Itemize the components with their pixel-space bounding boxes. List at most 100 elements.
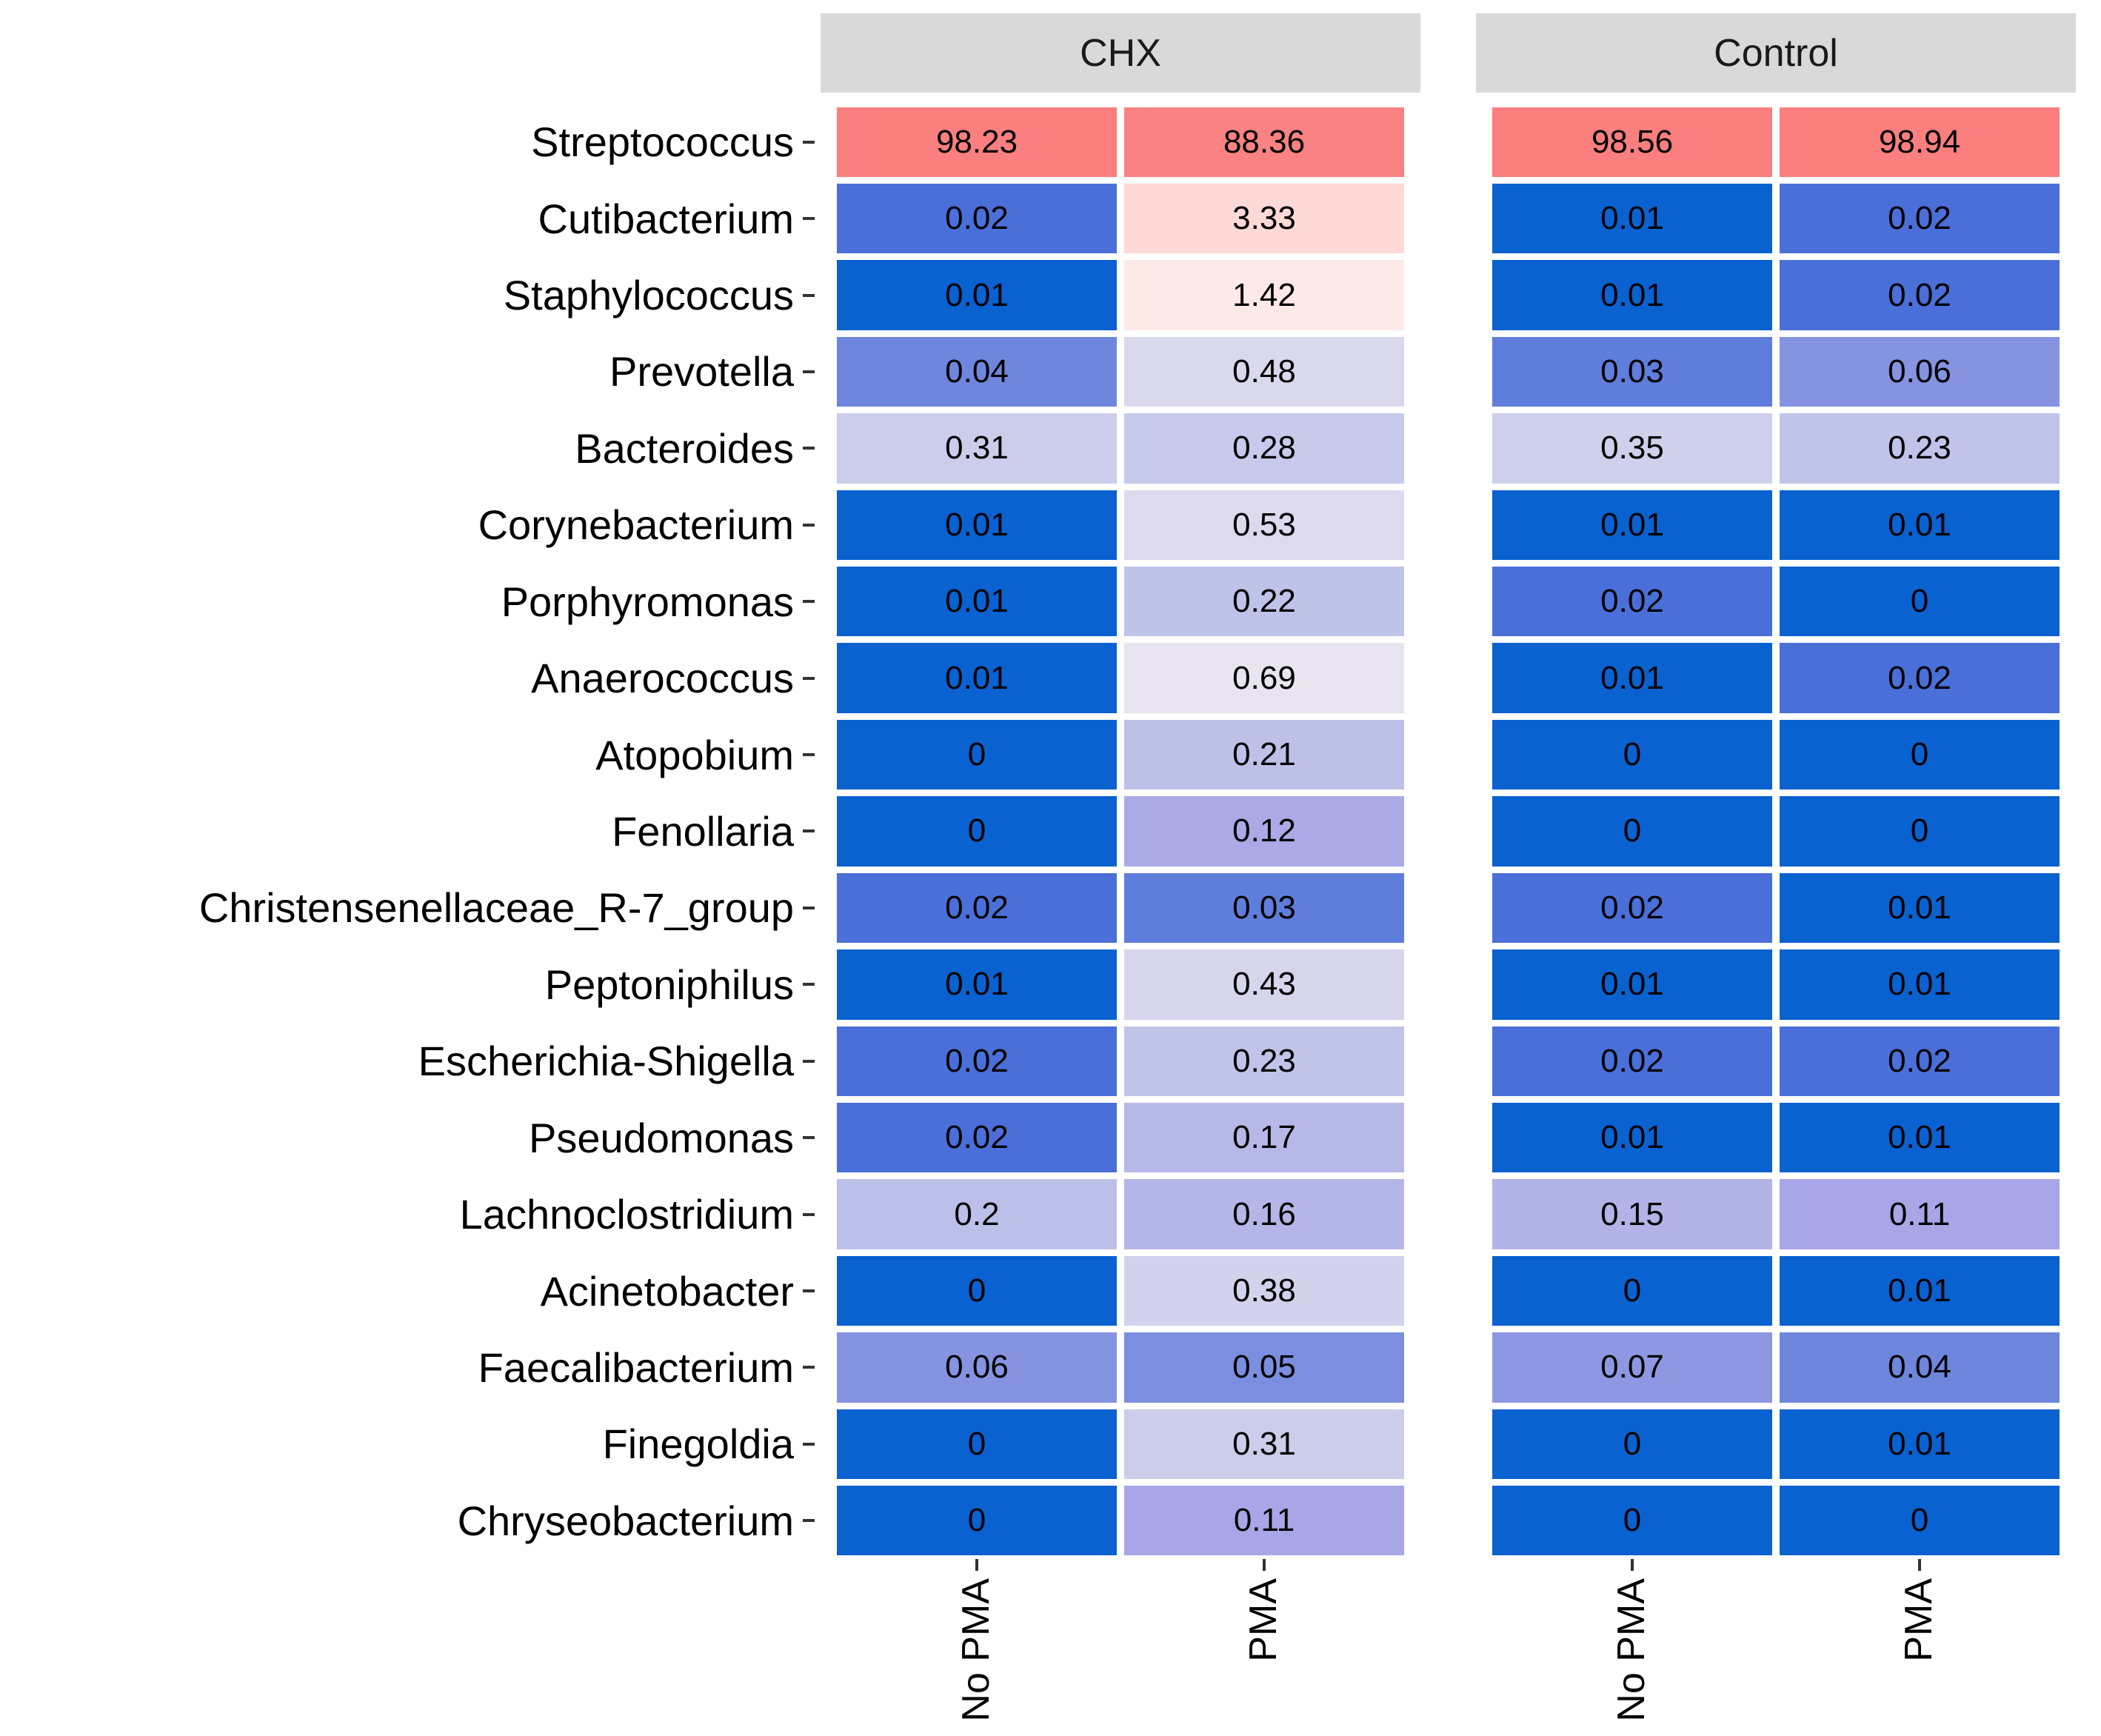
heatmap-cell: 0.02 (1780, 183, 2060, 254)
heatmap-cell: 0.01 (837, 949, 1117, 1020)
y-axis-tick (803, 370, 815, 373)
heatmap-cell: 88.36 (1124, 107, 1404, 177)
row-label: Lachnoclostridium (459, 1191, 794, 1238)
heatmap-cell: 0 (1780, 719, 2060, 790)
heatmap-cell: 0.06 (1780, 336, 2060, 407)
y-axis-tick (803, 906, 815, 909)
heatmap-cell: 0.53 (1124, 490, 1404, 560)
row-label: Atopobium (595, 731, 794, 778)
y-axis-tick (803, 447, 815, 450)
row-label: Streptococcus (531, 118, 794, 166)
heatmap-cell: 0 (837, 1486, 1117, 1556)
heatmap-cell: 0.16 (1124, 1179, 1404, 1249)
row-label: Porphyromonas (501, 578, 794, 625)
heatmap-cell: 0.17 (1124, 1102, 1404, 1173)
heatmap-cell: 0.15 (1492, 1179, 1772, 1249)
heatmap-cell: 0.02 (837, 1026, 1117, 1096)
x-axis-tick (1631, 1558, 1634, 1571)
heatmap-cell: 0.43 (1124, 949, 1404, 1020)
y-axis-tick (803, 523, 815, 527)
heatmap-cell: 0.22 (1124, 567, 1404, 637)
x-axis-tick (1918, 1558, 1921, 1571)
heatmap-cell: 0 (1780, 796, 2060, 867)
heatmap-cell: 0.01 (837, 567, 1117, 637)
heatmap-cell: 0.01 (1780, 1409, 2060, 1480)
heatmap-cell: 0.01 (1492, 260, 1772, 330)
y-axis-tick (803, 217, 815, 221)
heatmap-cell: 0.31 (1124, 1409, 1404, 1480)
heatmap-cell: 0.01 (837, 260, 1117, 330)
y-axis-tick (803, 676, 815, 680)
heatmap-cell: 0.01 (837, 490, 1117, 560)
heatmap-cell: 0.02 (837, 872, 1117, 944)
heatmap-cell: 0.02 (1492, 567, 1772, 637)
heatmap-cell: 1.42 (1124, 260, 1404, 330)
heatmap-cell: 0.04 (1780, 1332, 2060, 1403)
row-label: Prevotella (609, 348, 794, 395)
heatmap-cell: 0.01 (1492, 183, 1772, 254)
heatmap-cell: 0.01 (1492, 643, 1772, 713)
facet-strip-chx: CHX (821, 13, 1420, 93)
y-axis-tick (803, 753, 815, 757)
heatmap-cell: 0 (837, 796, 1117, 867)
row-label: Acinetobacter (540, 1267, 794, 1315)
x-axis-tick (1263, 1558, 1266, 1571)
heatmap-cell: 0.01 (1492, 490, 1772, 560)
row-label: Escherichia-Shigella (418, 1038, 794, 1085)
heatmap-cell: 0.48 (1124, 336, 1404, 407)
heatmap-cell: 0.01 (1492, 949, 1772, 1020)
heatmap-cell: 0.2 (837, 1179, 1117, 1249)
x-axis-label: PMA (1242, 1578, 1285, 1662)
facet-strip-control-label: Control (1714, 31, 1838, 75)
heatmap-cell: 0.01 (1780, 949, 2060, 1020)
heatmap-cell: 0.23 (1124, 1026, 1404, 1096)
heatmap-cell: 0.21 (1124, 719, 1404, 790)
row-label: Staphylococcus (503, 272, 794, 319)
facet-strip-control: Control (1476, 13, 2076, 93)
heatmap-cell: 0 (837, 1255, 1117, 1326)
y-axis-tick (803, 1212, 815, 1216)
row-label: Pseudomonas (528, 1114, 794, 1161)
facet-strip-chx-label: CHX (1080, 31, 1161, 75)
heatmap-cell: 0 (1780, 567, 2060, 637)
heatmap-cell: 0.02 (1780, 643, 2060, 713)
heatmap-cell: 0 (1780, 1486, 2060, 1556)
heatmap-cell: 0.69 (1124, 643, 1404, 713)
heatmap-cell: 0.23 (1780, 413, 2060, 484)
heatmap-cell: 0.11 (1124, 1486, 1404, 1556)
heatmap-cell: 0.02 (837, 1102, 1117, 1173)
heatmap-cell: 0.06 (837, 1332, 1117, 1403)
row-label: Faecalibacterium (478, 1343, 794, 1391)
heatmap-cell: 0.11 (1780, 1179, 2060, 1249)
x-axis-label: No PMA (1610, 1578, 1653, 1722)
row-label: Chryseobacterium (457, 1497, 794, 1544)
heatmap-cell: 0.01 (1492, 1102, 1772, 1173)
heatmap-cell: 0.01 (837, 643, 1117, 713)
heatmap-cell: 0.02 (1492, 872, 1772, 944)
y-axis-tick (803, 1519, 815, 1523)
y-axis-tick (803, 829, 815, 833)
y-axis-tick (803, 1442, 815, 1446)
heatmap-cell: 0.31 (837, 413, 1117, 484)
heatmap-cell: 0.35 (1492, 413, 1772, 484)
row-label: Christensenellaceae_R-7_group (198, 884, 794, 932)
heatmap-cell: 98.23 (837, 107, 1117, 177)
heatmap-cell: 0.01 (1780, 1102, 2060, 1173)
y-axis-tick (803, 1136, 815, 1140)
heatmap-cell: 0.05 (1124, 1332, 1404, 1403)
row-label: Fenollaria (612, 807, 794, 855)
heatmap-cell: 98.94 (1780, 107, 2060, 177)
heatmap-cell: 0 (1492, 1255, 1772, 1326)
heatmap-cell: 3.33 (1124, 183, 1404, 254)
heatmap-cell: 0.12 (1124, 796, 1404, 867)
heatmap-cell: 0.01 (1780, 1255, 2060, 1326)
heatmap-cell: 0 (1492, 796, 1772, 867)
y-axis-tick (803, 140, 815, 144)
heatmap-cell: 0.04 (837, 336, 1117, 407)
row-label: Corynebacterium (478, 501, 794, 549)
row-label: Cutibacterium (538, 195, 794, 242)
row-label: Finegoldia (602, 1420, 794, 1468)
y-axis-tick (803, 1059, 815, 1063)
y-axis-tick (803, 1366, 815, 1369)
